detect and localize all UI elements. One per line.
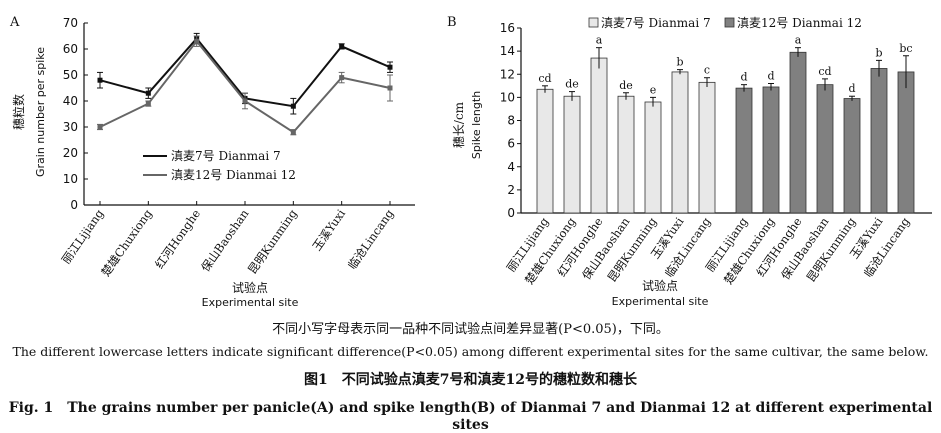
panel-b-legend-swatch [724, 17, 735, 28]
panel-a-data-point [339, 75, 345, 81]
panel-b-ytick-label: 16 [500, 21, 515, 35]
panel-a-data-point [290, 103, 296, 109]
panel-b-bar [870, 68, 888, 214]
panel-a-ytick-label: 40 [63, 94, 78, 108]
panel-a-ylabel-cn: 穗粒数 [11, 94, 26, 130]
panel-b-significance-letter: c [704, 64, 710, 77]
panel-a-data-point [339, 43, 345, 49]
panel-b-ytick-label: 10 [500, 90, 515, 104]
panel-b-ytick-label: 8 [507, 114, 515, 128]
panel-a-ytick-label: 50 [63, 68, 78, 82]
panel-a-data-point [145, 101, 151, 107]
panel-b-significance-letter: e [650, 83, 657, 96]
panel-a-data-point [194, 38, 200, 44]
panel-b-significance-letter: b [875, 46, 882, 59]
panel-a-xlabel-cn: 试验点 [232, 280, 268, 295]
panel-b-ytick-label: 14 [500, 44, 515, 58]
panel-b-significance-letter: cd [818, 65, 831, 78]
panel-a-ytick-label: 30 [63, 120, 78, 134]
panel-a-ytick-label: 70 [63, 16, 78, 30]
panel-b-bar [735, 87, 753, 214]
panel-a-data-point [387, 85, 393, 91]
panel-a-ytick-label: 10 [63, 172, 78, 186]
panel-a-xtick-label: 昆明Kunming [245, 206, 300, 276]
panel-b-bar [590, 57, 608, 214]
panel-b-bar [617, 95, 635, 214]
panel-a-xtick-label: 玉溪Yuxi [310, 206, 349, 253]
panel-a-data-point [387, 64, 393, 70]
panel-b-significance-letter: d [767, 70, 774, 83]
panel-b-bar [536, 88, 554, 214]
panel-b-legend-label: 滇麦7号 Dianmai 7 [601, 16, 711, 30]
panel-b-legend-swatch [588, 17, 599, 28]
panel-b-label: B [447, 15, 457, 30]
panel-a-legend-label: 滇麦12号 Dianmai 12 [171, 168, 296, 182]
panel-b-significance-letter: d [740, 71, 747, 84]
panel-a-xtick-label: 红河Honghe [152, 207, 203, 272]
panel-a-data-point [145, 90, 151, 96]
panel-a-series-line [99, 39, 391, 134]
panel-b-ylabel-en: Spike length [470, 91, 483, 159]
significance-note-cn: 不同小写字母表示同一品种不同试验点间差异显著(P<0.05)，下同。 [272, 322, 669, 337]
panel-b-legend: 滇麦7号 Dianmai 7 滇麦12号 Dianmai 12 [588, 16, 862, 30]
panel-b-legend-label: 滇麦12号 Dianmai 12 [737, 16, 862, 30]
panel-b-significance-letter: bc [899, 42, 912, 55]
panel-b-bar [698, 81, 716, 214]
panel-b-bar [762, 86, 780, 214]
panel-a-xtick-label: 楚雄Chuxiong [98, 206, 155, 279]
panel-b-significance-letter: a [596, 34, 603, 47]
panel-b-significance-letter: a [795, 34, 802, 47]
figure-caption-en: Fig. 1 The grains number per panicle(A) … [8, 400, 933, 433]
panel-b-xlabel-en: Experimental site [612, 295, 709, 308]
panel-b-ytick-label: 2 [507, 183, 515, 197]
panel-a-xtick-label: 保山Baoshan [198, 206, 252, 274]
panel-a-legend-label: 滇麦7号 Dianmai 7 [171, 149, 281, 163]
panel-b-bar [563, 95, 581, 214]
panel-a-ytick-label: 20 [63, 146, 78, 160]
panel-a-data-point [97, 77, 103, 83]
panel-a-label: A [9, 15, 20, 30]
panel-b-bar [816, 84, 834, 214]
panel-a-data-point [97, 124, 103, 130]
panel-a-ytick-label: 0 [70, 198, 78, 212]
panel-a-ylabel-en: Grain number per spike [34, 47, 47, 177]
panel-b-bar [644, 101, 662, 214]
panel-a-xtick-label: 临沧Lincang [345, 206, 397, 272]
panel-a-xtick-label: 丽江Lijiang [59, 206, 107, 266]
panel-a-data-point [242, 98, 248, 104]
panel-a-ytick-label: 60 [63, 42, 78, 56]
panel-b-significance-letter: de [565, 78, 579, 91]
panel-b-significance-letter: de [619, 79, 633, 92]
panel-b-xlabel-cn: 试验点 [642, 278, 678, 293]
panel-b-bar [897, 71, 915, 214]
panel-b-significance-letter: cd [538, 72, 551, 85]
panel-b-ytick-label: 0 [507, 206, 515, 220]
panel-a-data-point [290, 129, 296, 135]
panel-b-significance-letter: d [848, 82, 855, 95]
panel-b-ytick-label: 4 [507, 160, 515, 174]
panel-a-line-chart: A 穗粒数 Grain number per spike 0 10 20 30 40 50… [9, 15, 415, 309]
figure: A 穗粒数 Grain number per spike 01020304050… [9, 15, 932, 309]
panel-b-significance-letter: b [676, 56, 683, 69]
panel-b-bar [789, 51, 807, 214]
significance-note-en: The different lowercase letters indicate… [12, 344, 929, 359]
panel-b-ytick-label: 12 [500, 67, 515, 81]
panel-b-ylabel-cn: 穗长/cm [452, 101, 466, 148]
panel-a-xlabel-en: Experimental site [202, 296, 299, 309]
panel-b-bar [671, 71, 689, 214]
panel-b-ytick-label: 6 [507, 137, 515, 151]
panel-a-legend: 滇麦7号 Dianmai 7 滇麦12号 Dianmai 12 [143, 149, 296, 182]
figure-caption-cn: 图1 不同试验点滇麦7号和滇麦12号的穗粒数和穗长 [304, 372, 637, 388]
panel-b-bar [843, 98, 861, 214]
